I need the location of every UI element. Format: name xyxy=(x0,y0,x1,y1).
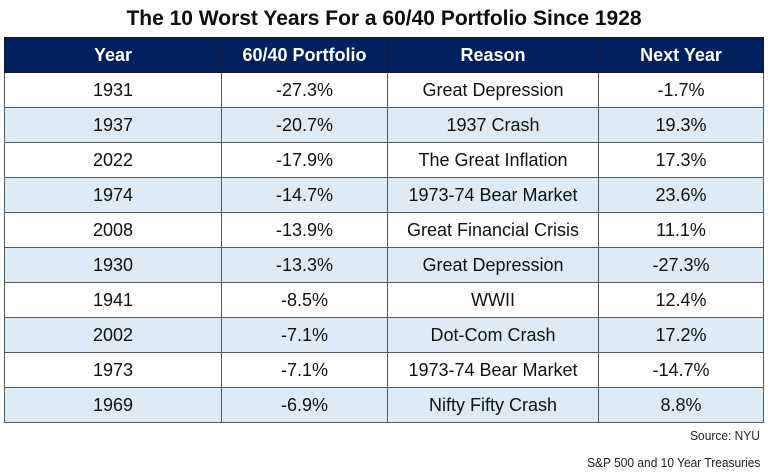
source-note: Source: NYU xyxy=(690,428,760,443)
year-cell: 1930 xyxy=(4,247,222,283)
table-row: 1930 -13.3% Great Depression -27.3% xyxy=(4,247,764,283)
worst-years-table: Year 60/40 Portfolio Reason Next Year 19… xyxy=(4,37,764,423)
table-row: 1969 -6.9% Nifty Fifty Crash 8.8% xyxy=(4,387,764,423)
next-year-cell: 23.6% xyxy=(598,177,764,213)
reason-cell: Great Depression xyxy=(387,72,599,108)
year-cell: 1941 xyxy=(4,282,222,318)
header-next-year: Next Year xyxy=(598,37,764,73)
header-year: Year xyxy=(4,37,222,73)
table-body: 1931 -27.3% Great Depression -1.7% 1937 -20.7… xyxy=(4,72,764,423)
table-row: 2022 -17.9% The Great Inflation 17.3% xyxy=(4,142,764,178)
next-year-cell: 12.4% xyxy=(598,282,764,318)
portfolio-cell: -20.7% xyxy=(221,107,388,143)
portfolio-cell: -8.5% xyxy=(221,282,388,318)
next-year-cell: -1.7% xyxy=(598,72,764,108)
year-cell: 2022 xyxy=(4,142,222,178)
year-cell: 2008 xyxy=(4,212,222,248)
header-row: Year 60/40 Portfolio Reason Next Year xyxy=(4,37,764,73)
header-portfolio: 60/40 Portfolio xyxy=(221,37,388,73)
reason-cell: The Great Inflation xyxy=(387,142,599,178)
year-cell: 1969 xyxy=(4,387,222,423)
portfolio-cell: -17.9% xyxy=(221,142,388,178)
table-row: 2008 -13.9% Great Financial Crisis 11.1% xyxy=(4,212,764,248)
portfolio-cell: -14.7% xyxy=(221,177,388,213)
reason-cell: Dot-Com Crash xyxy=(387,317,599,353)
reason-cell: Nifty Fifty Crash xyxy=(387,387,599,423)
reason-cell: Great Financial Crisis xyxy=(387,212,599,248)
data-note: S&P 500 and 10 Year Treasuries xyxy=(586,455,760,470)
table-row: 2002 -7.1% Dot-Com Crash 17.2% xyxy=(4,317,764,353)
next-year-cell: 11.1% xyxy=(598,212,764,248)
table-row: 1937 -20.7% 1937 Crash 19.3% xyxy=(4,107,764,143)
next-year-cell: 17.3% xyxy=(598,142,764,178)
reason-cell: Great Depression xyxy=(387,247,599,283)
year-cell: 1931 xyxy=(4,72,222,108)
table-row: 1941 -8.5% WWII 12.4% xyxy=(4,282,764,318)
table-row: 1974 -14.7% 1973-74 Bear Market 23.6% xyxy=(4,177,764,213)
reason-cell: 1973-74 Bear Market xyxy=(387,177,599,213)
portfolio-cell: -13.9% xyxy=(221,212,388,248)
reason-cell: 1973-74 Bear Market xyxy=(387,352,599,388)
table-row: 1931 -27.3% Great Depression -1.7% xyxy=(4,72,764,108)
next-year-cell: -27.3% xyxy=(598,247,764,283)
reason-cell: WWII xyxy=(387,282,599,318)
table-title: The 10 Worst Years For a 60/40 Portfolio… xyxy=(126,7,642,30)
header-reason: Reason xyxy=(387,37,599,73)
year-cell: 1974 xyxy=(4,177,222,213)
next-year-cell: 8.8% xyxy=(598,387,764,423)
next-year-cell: -14.7% xyxy=(598,352,764,388)
portfolio-cell: -7.1% xyxy=(221,317,388,353)
portfolio-cell: -27.3% xyxy=(221,72,388,108)
table-row: 1973 -7.1% 1973-74 Bear Market -14.7% xyxy=(4,352,764,388)
year-cell: 1973 xyxy=(4,352,222,388)
portfolio-cell: -6.9% xyxy=(221,387,388,423)
portfolio-cell: -13.3% xyxy=(221,247,388,283)
reason-cell: 1937 Crash xyxy=(387,107,599,143)
year-cell: 1937 xyxy=(4,107,222,143)
portfolio-cell: -7.1% xyxy=(221,352,388,388)
year-cell: 2002 xyxy=(4,317,222,353)
next-year-cell: 17.2% xyxy=(598,317,764,353)
next-year-cell: 19.3% xyxy=(598,107,764,143)
